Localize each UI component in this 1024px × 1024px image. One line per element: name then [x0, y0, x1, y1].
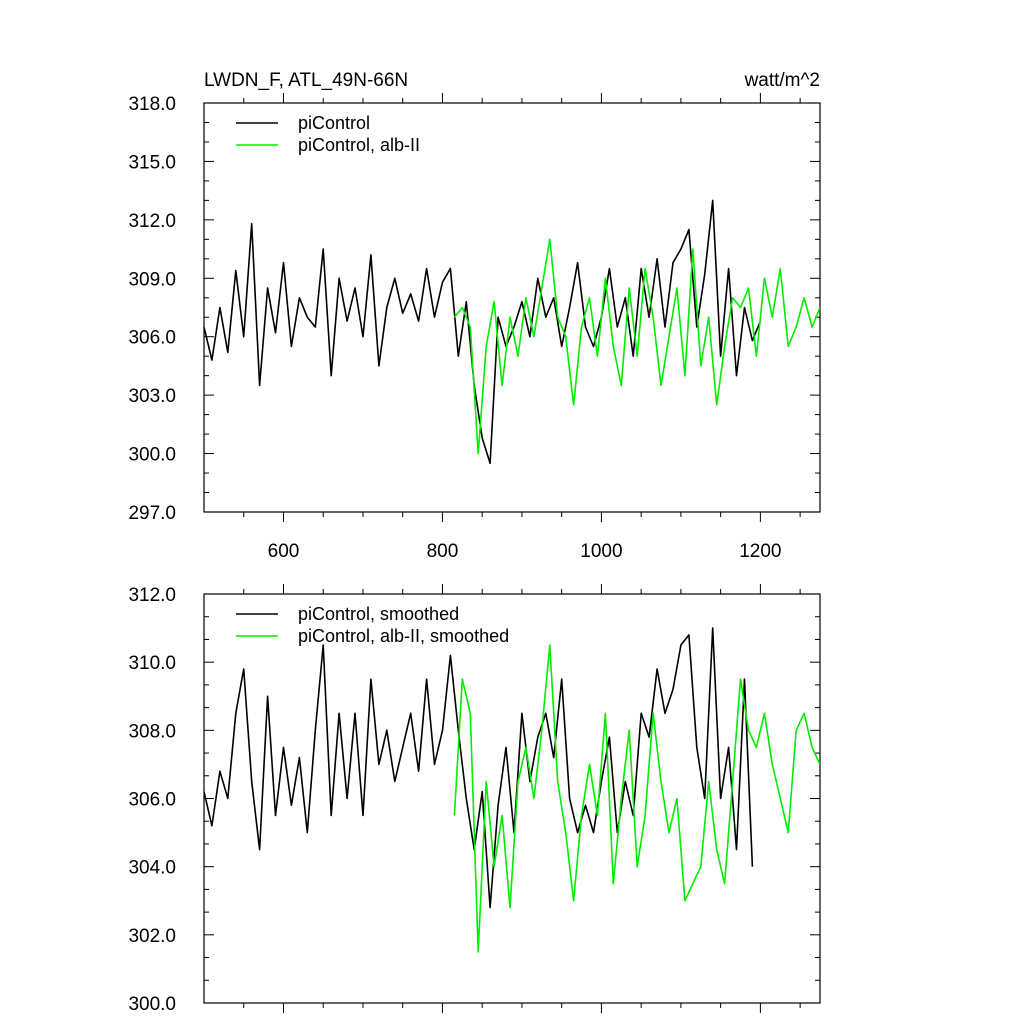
y-tick-label: 300.0	[128, 994, 176, 1015]
unit-label: watt/m^2	[744, 70, 820, 91]
series-line-picontrol-alb-ii	[453, 644, 820, 953]
x-tick-label: 1000	[580, 541, 622, 562]
y-tick-label: 302.0	[128, 926, 176, 947]
plot-frame	[203, 593, 821, 1004]
bottom-panel: 300.0 302.0 304.0 306.0 308.0 310.0 312.0 piCon…	[128, 584, 821, 1015]
y-tick-label: 309.0	[128, 269, 176, 290]
x-tick-label: 600	[268, 541, 300, 562]
series-line-picontrol	[204, 199, 762, 465]
y-tick-label: 315.0	[128, 152, 176, 173]
y-tick-label: 306.0	[128, 328, 176, 349]
top-panel: 297.0 300.0 303.0 306.0 309.0 312.0 315.0 318.0…	[128, 93, 821, 562]
x-tick-label: 1200	[739, 541, 781, 562]
y-tick-label: 312.0	[128, 211, 176, 232]
y-tick-label: 297.0	[128, 503, 176, 524]
y-tick-label: 312.0	[128, 585, 176, 606]
y-tick-label: 310.0	[128, 653, 176, 674]
series-line-picontrol	[204, 627, 754, 909]
chart-title: LWDN_F, ATL_49N-66N	[204, 70, 408, 91]
plot-frame	[203, 102, 821, 513]
legend-label: piControl, alb-II, smoothed	[298, 626, 509, 646]
legend-label: piControl	[298, 113, 370, 133]
y-tick-label: 304.0	[128, 858, 176, 879]
y-tick-label: 300.0	[128, 445, 176, 466]
y-tick-label: 318.0	[128, 94, 176, 115]
legend-label: piControl, alb-II	[298, 135, 420, 155]
series-line-picontrol-alb-ii	[453, 238, 820, 455]
y-tick-label: 308.0	[128, 721, 176, 742]
legend-label: piControl, smoothed	[298, 604, 459, 624]
x-tick-label: 800	[427, 541, 459, 562]
y-tick-label: 306.0	[128, 790, 176, 811]
y-tick-label: 303.0	[128, 386, 176, 407]
